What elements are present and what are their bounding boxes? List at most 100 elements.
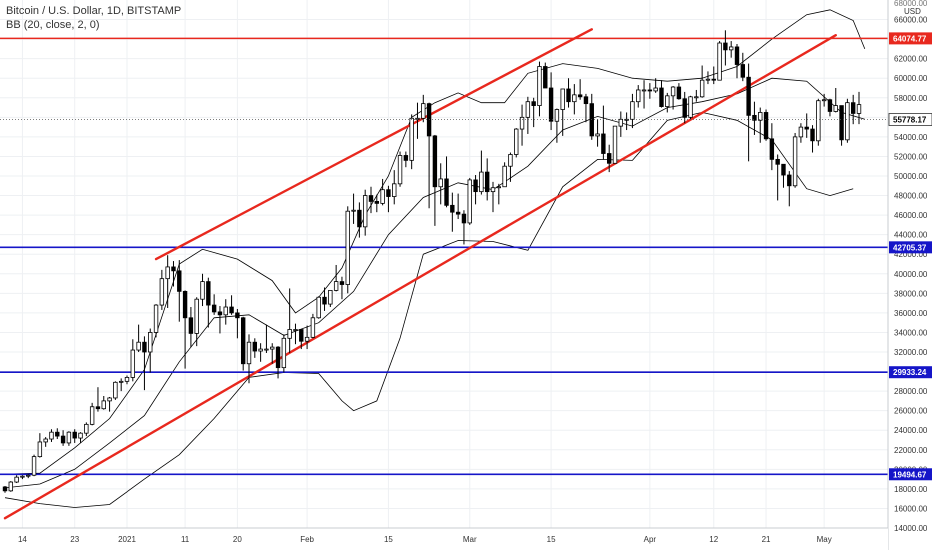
y-tick-label: 28000.00 <box>894 387 928 396</box>
candle-body-up <box>345 210 350 285</box>
candle <box>577 79 583 100</box>
candle <box>55 428 60 440</box>
candle-body-down <box>531 101 536 107</box>
x-tick-label: 20 <box>233 535 242 544</box>
candle-body-up <box>438 178 443 188</box>
candle <box>601 105 606 160</box>
candle-body-down <box>473 179 478 193</box>
candle <box>728 41 734 58</box>
candle <box>734 44 740 79</box>
candle-body-up <box>194 298 199 334</box>
x-tick-label: 11 <box>181 535 190 544</box>
candle <box>833 88 838 113</box>
candle-body-up <box>78 432 83 439</box>
candle <box>839 105 844 146</box>
candle-body-up <box>153 304 159 333</box>
candle <box>519 104 525 146</box>
candle-body-up <box>694 96 699 99</box>
candle-body-up <box>560 88 565 110</box>
candle-body-down <box>746 76 751 116</box>
candle-body-up <box>246 341 252 365</box>
candle <box>66 431 72 446</box>
candle-body-up <box>43 438 48 443</box>
candle <box>827 98 833 117</box>
candle-body-up <box>223 306 228 316</box>
bollinger-lower-band <box>4 111 854 508</box>
channel-lower-trendline <box>3 34 837 520</box>
candle <box>525 96 531 134</box>
candle <box>136 324 141 352</box>
candle-body-down <box>723 42 728 51</box>
candle-body-down <box>676 86 682 100</box>
candle <box>130 339 136 382</box>
candle <box>386 185 391 213</box>
y-tick-label: 48000.00 <box>894 192 928 201</box>
candle-body-up <box>670 86 676 97</box>
level-price-badge-bg <box>889 366 932 379</box>
candle <box>362 189 368 236</box>
x-tick-label: Feb <box>300 535 314 544</box>
candle-body-up <box>421 103 426 119</box>
candle-body-up <box>200 281 205 300</box>
candle <box>78 432 83 443</box>
candle <box>746 63 751 162</box>
candle <box>188 307 194 348</box>
candle <box>781 163 786 188</box>
candle <box>798 123 804 143</box>
time-axis-bg <box>0 528 888 550</box>
x-tick-label: Apr <box>644 535 657 544</box>
level-price-badge-bg <box>889 468 932 481</box>
price-axis: 68000.00USD14000.0016000.0018000.0020000… <box>887 0 932 550</box>
candle-body-up <box>833 105 838 112</box>
last-price-badge: 55778.17 <box>889 113 932 126</box>
candle-body-up <box>630 101 635 120</box>
candle-body-up <box>537 66 542 106</box>
candle <box>211 294 217 315</box>
candle-body-up <box>496 186 502 189</box>
candle-body-down <box>601 133 606 154</box>
candle-body-up <box>816 100 821 142</box>
candle <box>200 273 205 307</box>
candle-body-down <box>734 46 740 65</box>
candle-body-up <box>148 332 153 353</box>
price-axis-bg <box>888 0 932 550</box>
candle <box>287 288 292 353</box>
candle-body-down <box>461 213 467 224</box>
candle <box>810 125 815 153</box>
candle <box>229 295 234 315</box>
candle <box>694 89 699 102</box>
candle <box>595 119 600 147</box>
candle-body-down <box>211 304 217 313</box>
candle <box>856 91 862 125</box>
candle <box>159 269 165 310</box>
candle <box>275 346 281 379</box>
level-price-badge-text: 29933.24 <box>893 368 927 377</box>
candle-body-up <box>502 165 507 188</box>
candle <box>304 325 310 350</box>
candle-body-up <box>821 99 827 102</box>
candle-body-down <box>72 431 77 439</box>
candle-body-up <box>270 346 275 350</box>
candle-body-up <box>508 154 513 167</box>
candle <box>194 297 199 347</box>
candle-body-down <box>484 171 490 193</box>
candle-body-down <box>682 98 687 118</box>
candle-body-up <box>37 441 43 458</box>
candle <box>572 84 577 115</box>
y-tick-label: 32000.00 <box>894 348 928 357</box>
x-tick-label: 14 <box>18 535 27 544</box>
candle <box>473 175 478 205</box>
candle-body-down <box>229 306 234 314</box>
level-price-badge: 42705.37 <box>889 241 932 254</box>
candle <box>589 93 594 140</box>
candle <box>316 296 321 319</box>
candle-body-down <box>95 406 101 410</box>
y-tick-label: 52000.00 <box>894 152 928 161</box>
candle <box>153 304 159 338</box>
candle <box>758 107 763 143</box>
candle-body-down <box>781 163 786 176</box>
candle <box>293 323 298 345</box>
candle-body-down <box>804 126 809 130</box>
